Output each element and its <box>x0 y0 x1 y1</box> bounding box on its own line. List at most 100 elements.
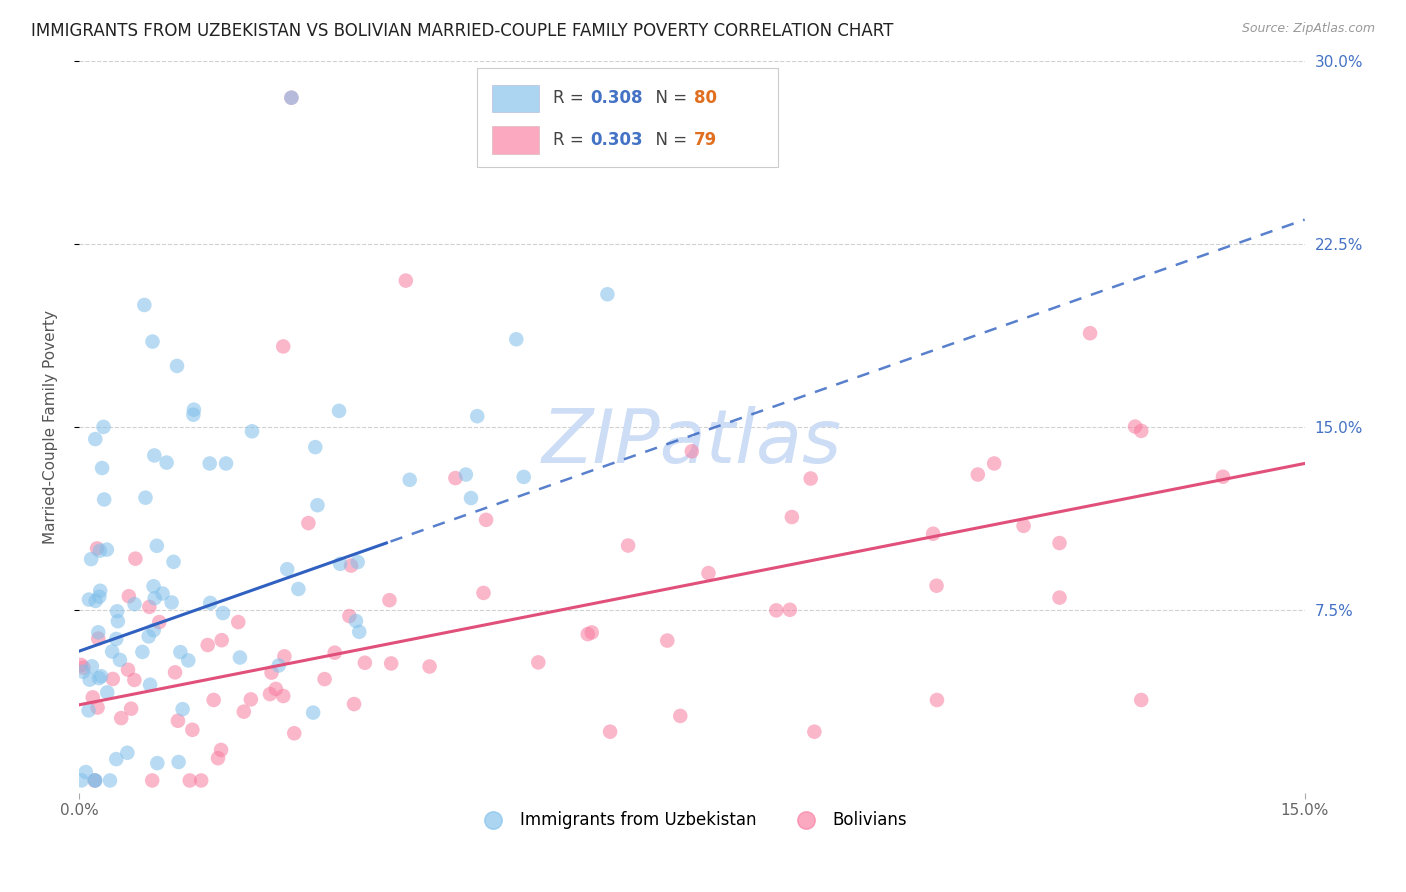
Point <box>110 711 132 725</box>
Point <box>87 671 110 685</box>
Point <box>276 562 298 576</box>
Point <box>117 663 139 677</box>
Point <box>596 287 619 301</box>
Point <box>93 492 115 507</box>
Point <box>83 773 105 788</box>
Point <box>419 659 441 673</box>
Point <box>328 404 350 418</box>
Point <box>280 91 302 105</box>
Point <box>576 627 599 641</box>
Point <box>354 656 377 670</box>
Point <box>779 603 801 617</box>
Point <box>1130 424 1153 438</box>
Point <box>118 589 141 603</box>
Point <box>117 746 139 760</box>
Point <box>380 657 402 671</box>
Point <box>283 726 305 740</box>
Point <box>84 432 107 446</box>
Point <box>84 773 107 788</box>
Point <box>271 339 294 353</box>
Point <box>215 457 238 471</box>
Point <box>983 457 1005 471</box>
Point <box>1212 469 1234 483</box>
Point <box>98 773 121 788</box>
Point <box>669 709 692 723</box>
Point <box>346 555 368 569</box>
Point <box>141 334 163 349</box>
Point <box>304 440 326 454</box>
Point <box>211 633 233 648</box>
Point <box>142 579 165 593</box>
Point <box>264 681 287 696</box>
Point <box>183 408 205 422</box>
Point <box>307 498 329 512</box>
Text: N =: N = <box>645 89 693 107</box>
Point <box>1049 591 1071 605</box>
Point <box>765 603 787 617</box>
Point <box>240 425 263 439</box>
Point <box>657 633 679 648</box>
Point <box>155 456 177 470</box>
Point <box>340 558 363 573</box>
Point <box>800 471 823 485</box>
Point <box>581 625 603 640</box>
Point <box>472 586 495 600</box>
Point <box>200 596 222 610</box>
Point <box>172 702 194 716</box>
Point <box>105 604 128 618</box>
Point <box>212 606 235 620</box>
Point <box>77 592 100 607</box>
Point <box>280 91 302 105</box>
Point <box>160 595 183 609</box>
Point <box>444 471 467 485</box>
Point <box>329 557 352 571</box>
Point <box>143 449 166 463</box>
Point <box>167 714 190 728</box>
Point <box>314 672 336 686</box>
Point <box>505 332 527 346</box>
Point <box>120 702 142 716</box>
FancyBboxPatch shape <box>492 127 538 154</box>
Point <box>89 543 111 558</box>
Point <box>108 653 131 667</box>
Point <box>475 513 498 527</box>
Point <box>343 697 366 711</box>
Point <box>697 566 720 580</box>
Point <box>91 461 114 475</box>
Point <box>146 539 169 553</box>
FancyBboxPatch shape <box>492 85 538 112</box>
Point <box>966 467 988 482</box>
Point <box>148 615 170 629</box>
Point <box>226 615 249 629</box>
Point <box>925 693 948 707</box>
Text: ZIPatlas: ZIPatlas <box>541 406 842 477</box>
Point <box>259 687 281 701</box>
Point <box>599 724 621 739</box>
Text: 80: 80 <box>695 89 717 107</box>
Point <box>181 723 204 737</box>
Point <box>922 526 945 541</box>
Point <box>169 645 191 659</box>
Text: 79: 79 <box>695 131 717 149</box>
Point <box>198 457 221 471</box>
Point <box>93 420 115 434</box>
Point <box>1130 693 1153 707</box>
Point <box>229 650 252 665</box>
Point <box>287 582 309 596</box>
Point <box>162 555 184 569</box>
Point <box>72 660 94 674</box>
Point <box>84 594 107 608</box>
Point <box>107 614 129 628</box>
Point <box>105 752 128 766</box>
Point <box>273 649 295 664</box>
Point <box>79 673 101 687</box>
Point <box>207 751 229 765</box>
Point <box>87 632 110 646</box>
Point <box>344 614 367 628</box>
Point <box>70 773 93 788</box>
Point <box>267 658 290 673</box>
Point <box>1049 536 1071 550</box>
Point <box>297 516 319 530</box>
Point <box>96 542 118 557</box>
Point <box>84 773 107 788</box>
